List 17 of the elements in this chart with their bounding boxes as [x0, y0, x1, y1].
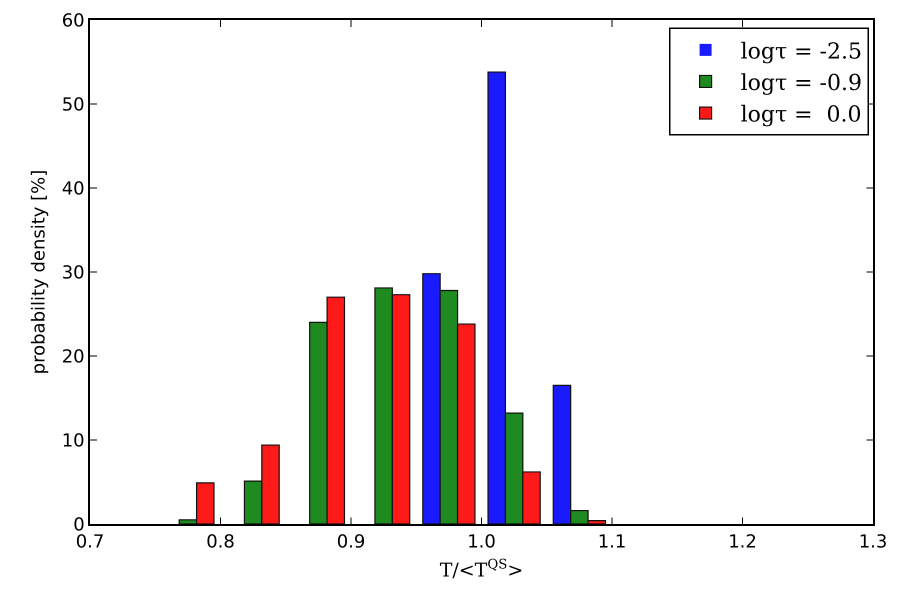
y-tick-label: 60 — [62, 10, 85, 32]
legend-label: logτ = 0.0 — [740, 102, 862, 128]
x-tick-label: 1.0 — [467, 531, 496, 552]
y-tick-label: 40 — [62, 178, 85, 200]
legend-label: logτ = -0.9 — [740, 71, 862, 96]
y-tick-label: 30 — [62, 262, 85, 284]
x-tick-label: 1.1 — [598, 531, 626, 552]
legend-label: logτ = -2.5 — [740, 39, 862, 64]
y-tick-label: 20 — [62, 346, 85, 368]
x-tick-label: 1.2 — [728, 531, 757, 552]
x-tick-label: 0.9 — [336, 531, 366, 552]
y-axis-title: probability density [%] — [28, 170, 50, 374]
x-tick-label: 1.3 — [858, 531, 888, 552]
x-axis-title: T/<T$^{QS}$> — [440, 558, 524, 582]
y-tick-label: 10 — [62, 430, 85, 452]
y-tick-label: 50 — [62, 94, 85, 116]
x-tick-label: 0.8 — [206, 531, 235, 552]
